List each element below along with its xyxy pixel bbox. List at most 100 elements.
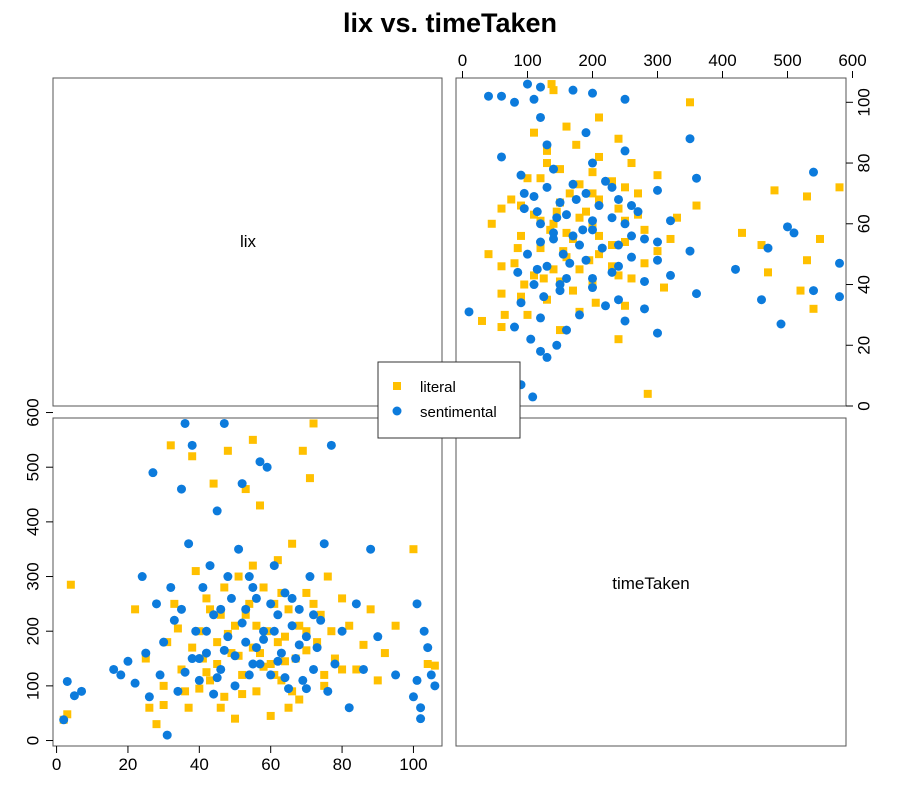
- bl-y-tick-label-0: 0: [24, 736, 43, 745]
- bl-point-sentimental-104: [248, 582, 258, 592]
- bl-point-sentimental-84: [259, 634, 269, 644]
- tr-point-sentimental-92: [588, 273, 597, 283]
- axes-layer: 0 100 200 300 400 500 600 0 20 40 60 80 100 0 20 40 60 80…: [24, 51, 874, 774]
- tr-point-literal-89: [666, 234, 675, 243]
- bl-point-sentimental-49: [276, 648, 286, 658]
- tr-point-sentimental-40: [653, 237, 662, 247]
- bl-point-sentimental-10: [144, 692, 154, 702]
- bl-point-literal-40: [273, 556, 282, 565]
- tr-point-sentimental-16: [640, 304, 649, 314]
- tr-point-literal-94: [539, 274, 548, 283]
- tr-point-literal-63: [562, 122, 571, 131]
- bl-point-literal-54: [323, 572, 332, 581]
- bl-point-literal-5: [145, 703, 154, 712]
- bl-point-sentimental-36: [230, 681, 240, 691]
- tr-point-literal-20: [764, 268, 772, 277]
- bl-point-sentimental-37: [234, 544, 244, 554]
- bl-point-literal-84: [284, 703, 293, 712]
- tr-point-sentimental-75: [484, 91, 493, 101]
- bl-point-sentimental-88: [237, 618, 247, 628]
- bl-point-sentimental-61: [319, 539, 329, 549]
- tr-point-literal-53: [536, 174, 545, 183]
- tr-point-sentimental-72: [510, 97, 519, 107]
- tr-point-literal-55: [588, 168, 597, 177]
- tr-point-sentimental-31: [731, 264, 740, 274]
- tr-point-sentimental-82: [558, 249, 568, 259]
- tr-point-sentimental-68: [542, 140, 552, 150]
- bl-point-sentimental-46: [266, 670, 276, 680]
- bl-point-sentimental-31: [212, 506, 222, 516]
- bl-point-literal-50: [309, 419, 318, 428]
- tr-point-sentimental-58: [542, 182, 552, 192]
- tr-point-sentimental-57: [653, 185, 662, 195]
- tr-point-sentimental-9: [562, 325, 571, 335]
- tr-point-sentimental-28: [562, 273, 571, 283]
- tr-point-sentimental-77: [588, 88, 597, 98]
- bl-point-sentimental-93: [194, 654, 204, 664]
- bl-point-sentimental-99: [255, 659, 265, 669]
- tr-point-literal-31: [621, 238, 629, 246]
- tr-point-sentimental-90: [620, 219, 630, 229]
- tr-point-literal-46: [595, 195, 603, 204]
- bl-point-literal-88: [159, 701, 168, 709]
- bl-point-literal-55: [327, 627, 336, 636]
- tr-point-sentimental-88: [597, 243, 607, 253]
- bl-point-sentimental-90: [266, 599, 276, 609]
- tr-point-sentimental-87: [653, 255, 662, 265]
- bl-point-sentimental-71: [391, 670, 401, 680]
- bl-point-sentimental-55: [298, 675, 308, 685]
- bl-point-literal-48: [302, 588, 311, 597]
- bl-point-sentimental-94: [287, 593, 297, 603]
- tr-point-literal-96: [552, 207, 561, 216]
- tr-point-sentimental-56: [581, 188, 591, 198]
- tr-point-sentimental-35: [627, 252, 636, 262]
- tr-point-sentimental-81: [614, 261, 623, 271]
- bl-point-sentimental-3: [77, 686, 87, 696]
- bl-point-sentimental-69: [366, 544, 376, 554]
- tr-point-sentimental-6: [552, 340, 562, 350]
- bl-point-literal-53: [320, 670, 329, 679]
- bl-point-sentimental-8: [137, 572, 147, 582]
- tr-point-sentimental-17: [601, 301, 610, 311]
- bl-point-sentimental-43: [255, 457, 265, 467]
- panel-bottom-right-frame: [455, 417, 847, 747]
- tr-point-literal-19: [530, 271, 538, 280]
- tr-point-literal-38: [549, 219, 558, 228]
- bl-point-sentimental-72: [408, 692, 418, 702]
- tr-y-tick-label-4: 80: [855, 154, 874, 173]
- tr-point-sentimental-60: [601, 176, 610, 186]
- bl-point-sentimental-56: [301, 632, 311, 642]
- tr-point-literal-21: [575, 265, 584, 274]
- bl-point-literal-15: [191, 567, 200, 576]
- tr-x-tick-label-6: 600: [838, 51, 866, 70]
- tr-y-tick-label-0: 0: [855, 401, 874, 410]
- bl-point-sentimental-83: [244, 670, 254, 680]
- tr-point-sentimental-53: [555, 198, 565, 208]
- tr-point-sentimental-76: [497, 91, 506, 101]
- tr-point-sentimental-86: [513, 267, 523, 277]
- bl-point-sentimental-13: [155, 670, 165, 680]
- bl-point-sentimental-89: [251, 643, 261, 653]
- bl-point-literal-69: [213, 660, 222, 668]
- tr-point-literal-78: [608, 241, 616, 250]
- bl-point-sentimental-18: [173, 686, 183, 696]
- bl-point-literal-95: [252, 621, 261, 630]
- bl-point-sentimental-14: [159, 637, 169, 647]
- bl-point-sentimental-82: [230, 651, 240, 661]
- tr-point-sentimental-80: [523, 79, 532, 89]
- tr-point-sentimental-43: [789, 228, 799, 238]
- bl-point-literal-21: [213, 638, 222, 647]
- bl-point-sentimental-62: [323, 686, 333, 696]
- tr-point-literal-87: [543, 159, 551, 168]
- diagonal-label-timetaken: timeTaken: [612, 574, 689, 593]
- tr-point-sentimental-15: [464, 307, 474, 317]
- bl-point-literal-76: [206, 605, 215, 614]
- bl-point-sentimental-15: [162, 730, 172, 740]
- bl-point-literal-92: [220, 583, 229, 592]
- bl-point-sentimental-54: [294, 604, 304, 614]
- bl-point-sentimental-67: [351, 599, 361, 609]
- tr-point-literal-7: [523, 310, 532, 319]
- bl-point-sentimental-95: [301, 684, 311, 694]
- bl-point-literal-65: [409, 545, 418, 554]
- bl-point-literal-42: [280, 632, 289, 641]
